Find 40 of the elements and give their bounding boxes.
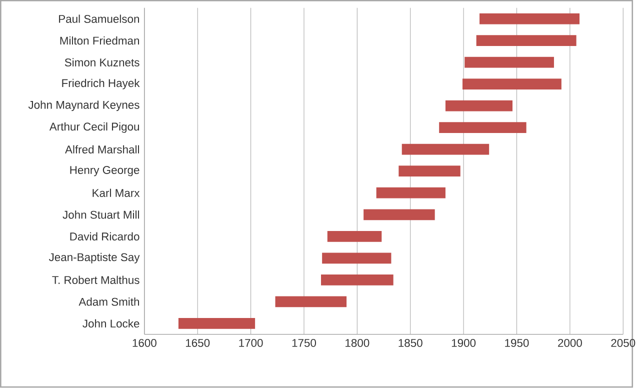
bar [439, 122, 526, 134]
bar [476, 35, 576, 46]
bar [178, 318, 256, 330]
bar [275, 296, 347, 308]
y-tick-label: John Maynard Keynes [28, 100, 140, 112]
bar [480, 13, 580, 24]
y-tick-label: Friedrich Hayek [62, 78, 140, 90]
bar [376, 188, 446, 198]
bar [445, 100, 512, 112]
y-tick-label: John Locke [82, 319, 140, 328]
x-tick-label: 1800 [346, 339, 370, 348]
x-tick-label: 1850 [398, 339, 422, 348]
x-tick-label: 1600 [132, 339, 156, 348]
y-tick-label: T. Robert Malthus [52, 276, 140, 284]
y-tick-label: Milton Friedman [60, 36, 140, 45]
y-tick-label: Adam Smith [78, 298, 140, 306]
y-tick-label: Karl Marx [92, 188, 140, 198]
bar [322, 252, 392, 264]
x-tick-label: 1700 [239, 339, 263, 348]
x-tick-label: 1750 [292, 339, 316, 348]
y-tick-label: Simon Kuznets [64, 58, 140, 67]
x-tick-label: 1950 [505, 339, 529, 348]
y-tick-label: David Ricardo [70, 232, 140, 241]
bar [398, 166, 460, 177]
bar [364, 209, 435, 220]
x-tick-label: 1900 [452, 339, 476, 348]
y-tick-label: Henry George [70, 166, 140, 176]
x-tick-label: 2000 [558, 339, 582, 348]
y-tick-label: John Stuart Mill [62, 210, 139, 219]
bar [462, 78, 562, 90]
bar [327, 231, 382, 242]
x-tick-label: 2050 [611, 339, 636, 348]
y-tick-label: Alfred Marshall [65, 145, 139, 154]
bar [321, 274, 394, 286]
y-tick-label: Jean-Baptiste Say [48, 253, 140, 264]
y-tick-label: Paul Samuelson [59, 14, 139, 24]
x-tick-label: 1650 [186, 339, 210, 348]
bar [464, 57, 554, 68]
bar [402, 144, 490, 155]
y-tick-label: Arthur Cecil Pigou [49, 122, 139, 133]
